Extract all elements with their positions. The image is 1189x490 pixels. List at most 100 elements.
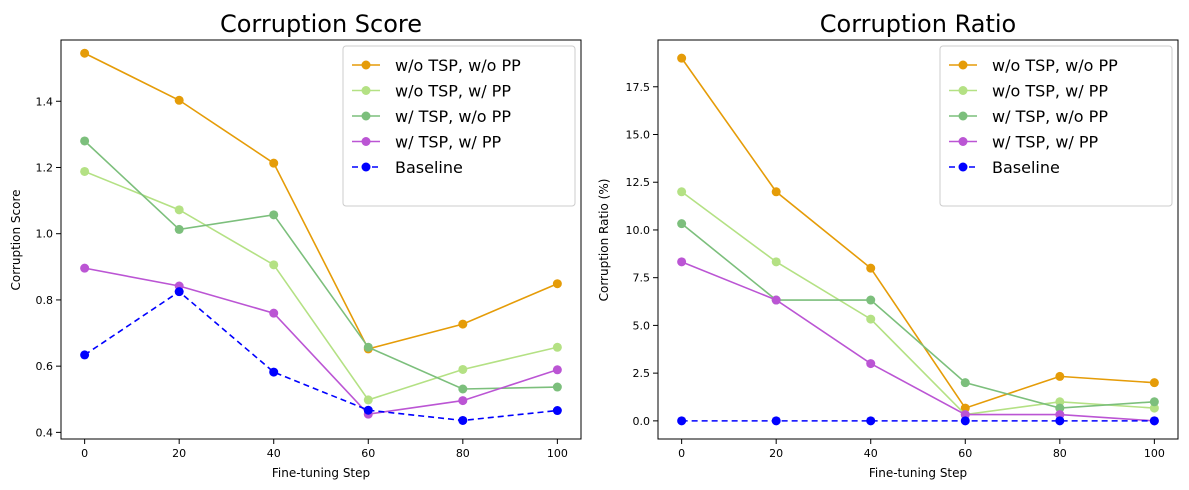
- plot-frame: [657, 39, 1179, 440]
- series: [80, 136, 562, 394]
- legend-marker: [361, 111, 371, 121]
- series: [677, 53, 1159, 413]
- series: [80, 48, 562, 354]
- series: [677, 187, 1159, 420]
- data-point: [174, 95, 184, 105]
- data-point: [363, 405, 373, 415]
- data-point: [1055, 416, 1065, 426]
- y-tick-label: 2.5: [633, 367, 651, 380]
- y-tick-label: 1.2: [36, 161, 54, 174]
- legend-label: w/o TSP, w/ PP: [992, 82, 1108, 101]
- data-point: [960, 378, 970, 388]
- legend-box: [342, 45, 576, 207]
- x-tick-label: 100: [547, 447, 568, 460]
- x-tick-label: 0: [81, 447, 88, 460]
- y-tick-label: 0.0: [633, 415, 651, 428]
- data-point: [174, 224, 184, 234]
- data-point: [960, 403, 970, 413]
- data-point: [269, 260, 279, 270]
- data-point: [677, 53, 687, 63]
- data-point: [771, 187, 781, 197]
- y-tick-label: 15.0: [626, 129, 651, 142]
- data-point: [458, 384, 468, 394]
- data-point: [1055, 397, 1065, 407]
- data-point: [552, 279, 562, 289]
- data-point: [677, 416, 687, 426]
- series: [677, 416, 1159, 426]
- x-axis-label: Fine-tuning Step: [869, 466, 967, 480]
- legend-label: w/ TSP, w/ PP: [992, 133, 1099, 152]
- data-point: [1149, 397, 1159, 407]
- x-tick-label: 100: [1144, 447, 1165, 460]
- series-line: [680, 57, 1155, 410]
- data-point: [771, 416, 781, 426]
- series-line: [84, 170, 558, 401]
- legend: w/o TSP, w/o PP w/o TSP, w/ PP w/ TSP, w/o…: [939, 45, 1173, 207]
- plot-frame: [60, 39, 582, 440]
- legend-label: w/ TSP, w/o PP: [395, 107, 511, 126]
- data-point: [552, 382, 562, 392]
- legend-item: w/o TSP, w/o PP: [352, 56, 521, 75]
- legend-item: w/ TSP, w/ PP: [352, 133, 502, 152]
- series-line: [681, 223, 1155, 409]
- legend-marker: [958, 162, 968, 172]
- legend-item: w/o TSP, w/ PP: [352, 82, 511, 101]
- y-tick-label: 0.4: [36, 426, 54, 439]
- data-point: [80, 350, 90, 360]
- data-point: [960, 410, 970, 420]
- series: [80, 166, 562, 405]
- data-point: [1149, 416, 1159, 426]
- y-tick-label: 12.5: [626, 176, 651, 189]
- data-point: [1055, 371, 1065, 381]
- legend-box: [939, 45, 1173, 207]
- y-tick-label: 1.4: [36, 95, 54, 108]
- legend-item: w/ TSP, w/ PP: [949, 133, 1099, 152]
- legend-label: Baseline: [992, 158, 1060, 177]
- data-point: [363, 395, 373, 405]
- y-tick-label: 7.5: [633, 272, 651, 285]
- x-tick-label: 40: [267, 447, 281, 460]
- series-line: [681, 191, 1155, 416]
- series: [80, 287, 562, 425]
- legend-marker: [361, 162, 371, 172]
- legend-marker: [361, 137, 371, 146]
- series-layer: [677, 53, 1159, 426]
- y-tick-label: 0.6: [36, 360, 54, 373]
- y-tick-label: 0.8: [36, 294, 54, 307]
- data-point: [458, 415, 468, 425]
- legend-item: Baseline: [352, 158, 463, 177]
- series: [677, 219, 1159, 413]
- data-point: [1055, 403, 1065, 413]
- data-point: [552, 365, 562, 375]
- x-tick-label: 60: [361, 447, 375, 460]
- series-line: [84, 52, 558, 350]
- legend-item: w/ TSP, w/o PP: [949, 107, 1108, 126]
- data-point: [1149, 378, 1159, 388]
- legend-label: w/ TSP, w/o PP: [992, 107, 1108, 126]
- data-point: [771, 257, 781, 267]
- series-layer: [80, 48, 562, 425]
- data-point: [80, 48, 90, 58]
- legend-label: w/o TSP, w/o PP: [395, 56, 521, 75]
- data-point: [771, 295, 781, 305]
- data-point: [866, 295, 876, 305]
- legend-marker: [958, 86, 968, 95]
- x-tick-label: 40: [864, 447, 878, 460]
- x-tick-label: 20: [769, 447, 783, 460]
- legend-marker: [958, 60, 968, 70]
- chart-title: Corruption Score: [220, 10, 422, 38]
- corruption-score-chart: Corruption Score Fine-tuning Step Corrup…: [9, 10, 582, 480]
- legend-marker: [361, 86, 371, 95]
- legend-item: w/ TSP, w/o PP: [352, 107, 511, 126]
- legend-item: w/o TSP, w/o PP: [949, 56, 1118, 75]
- y-tick-label: 1.0: [36, 228, 54, 241]
- legend-label: w/o TSP, w/o PP: [992, 56, 1118, 75]
- y-tick-label: 17.5: [626, 81, 651, 94]
- x-tick-label: 80: [1053, 447, 1067, 460]
- legend-marker: [958, 137, 968, 146]
- data-point: [552, 342, 562, 352]
- series-line: [681, 261, 1155, 422]
- data-point: [866, 314, 876, 324]
- data-point: [80, 166, 90, 176]
